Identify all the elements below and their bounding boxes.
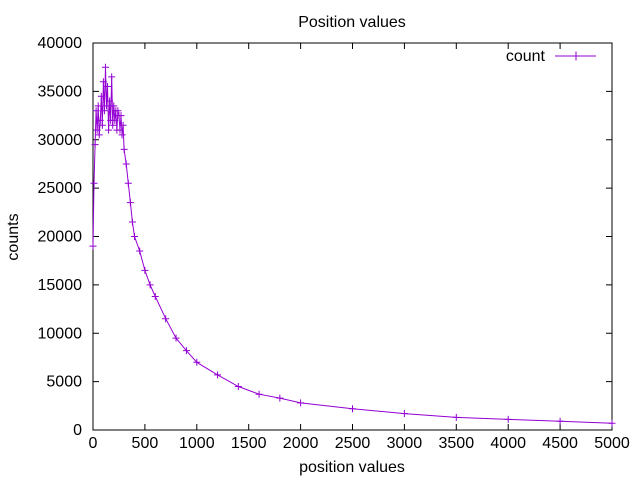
data-point-marker <box>136 247 144 255</box>
data-point-marker <box>117 112 125 120</box>
legend-marker-count <box>571 51 581 61</box>
data-point-marker <box>109 121 117 129</box>
data-point-marker <box>234 382 242 390</box>
chart-title: Position values <box>298 14 406 31</box>
legend-label-count: count <box>506 48 546 65</box>
data-point-marker <box>297 399 305 407</box>
x-tick-label: 3000 <box>387 435 423 452</box>
data-point-marker <box>114 107 122 115</box>
data-point-marker <box>124 179 132 187</box>
data-point-marker <box>97 92 105 100</box>
data-point-marker <box>608 419 616 427</box>
data-point-marker <box>102 102 110 110</box>
axis-ticks: 0 500 1000 1500 2000 2500 3000 3500 4000 4500 5000… <box>38 35 630 452</box>
y-tick-label: 20000 <box>38 229 83 246</box>
data-point-marker <box>94 102 102 110</box>
x-tick-label: 5000 <box>594 435 630 452</box>
y-tick-label: 10000 <box>38 325 83 342</box>
data-point-marker <box>349 405 356 413</box>
y-tick-label: 25000 <box>38 180 83 197</box>
data-point-marker <box>276 394 284 402</box>
data-point-marker <box>182 347 190 355</box>
data-point-marker <box>96 116 104 124</box>
data-point-marker <box>101 63 109 71</box>
data-point-marker <box>92 107 100 115</box>
data-point-marker <box>162 315 170 323</box>
data-point-marker <box>100 107 108 115</box>
data-point-marker <box>504 415 512 423</box>
y-tick-label: 40000 <box>38 35 83 52</box>
data-point-marker <box>255 390 263 398</box>
data-point-marker <box>106 97 114 105</box>
data-point-marker <box>93 126 101 134</box>
data-point-marker <box>91 141 99 149</box>
data-point-marker <box>98 121 106 129</box>
y-axis-title: counts <box>5 213 22 260</box>
y-tick-label: 30000 <box>38 132 83 149</box>
data-point-marker <box>131 233 139 240</box>
data-point-marker <box>146 281 154 289</box>
data-point-marker <box>452 413 460 421</box>
x-tick-label: 3500 <box>439 435 475 452</box>
x-tick-label: 2500 <box>335 435 371 452</box>
data-point-marker <box>99 78 107 86</box>
data-point-marker <box>108 73 116 81</box>
y-tick-label: 5000 <box>46 374 82 391</box>
legend: count <box>506 48 596 65</box>
x-tick-label: 2000 <box>283 435 319 452</box>
data-point-marker <box>111 116 119 124</box>
data-point-marker <box>95 131 103 139</box>
data-point-marker <box>556 417 564 425</box>
series-line <box>92 67 613 424</box>
series-count <box>89 63 616 427</box>
x-axis-title: position values <box>299 459 405 476</box>
data-point-marker <box>89 242 97 250</box>
x-tick-label: 1500 <box>231 435 267 452</box>
x-tick-label: 4000 <box>490 435 526 452</box>
data-point-marker <box>126 199 134 207</box>
x-tick-label: 0 <box>89 435 98 452</box>
data-point-marker <box>118 131 126 139</box>
x-tick-label: 500 <box>132 435 159 452</box>
data-point-marker <box>214 371 222 379</box>
x-tick-label: 1000 <box>179 435 215 452</box>
data-point-marker <box>193 358 201 366</box>
data-point-marker <box>122 160 130 168</box>
x-tick-label: 4500 <box>542 435 578 452</box>
data-point-marker <box>172 334 180 342</box>
data-point-marker <box>119 121 127 129</box>
data-point-marker <box>400 410 408 418</box>
data-point-marker <box>116 126 124 134</box>
y-tick-label: 0 <box>73 422 82 439</box>
y-tick-label: 35000 <box>38 83 83 100</box>
data-point-marker <box>104 83 112 91</box>
data-point-marker <box>128 218 136 226</box>
data-point-marker <box>90 179 98 187</box>
y-tick-label: 15000 <box>38 277 83 294</box>
data-point-marker <box>110 102 118 110</box>
data-point-marker <box>105 126 113 134</box>
data-point-marker <box>120 145 128 153</box>
plot-frame <box>92 42 613 431</box>
data-point-marker <box>141 266 149 274</box>
data-point-marker <box>151 292 159 300</box>
